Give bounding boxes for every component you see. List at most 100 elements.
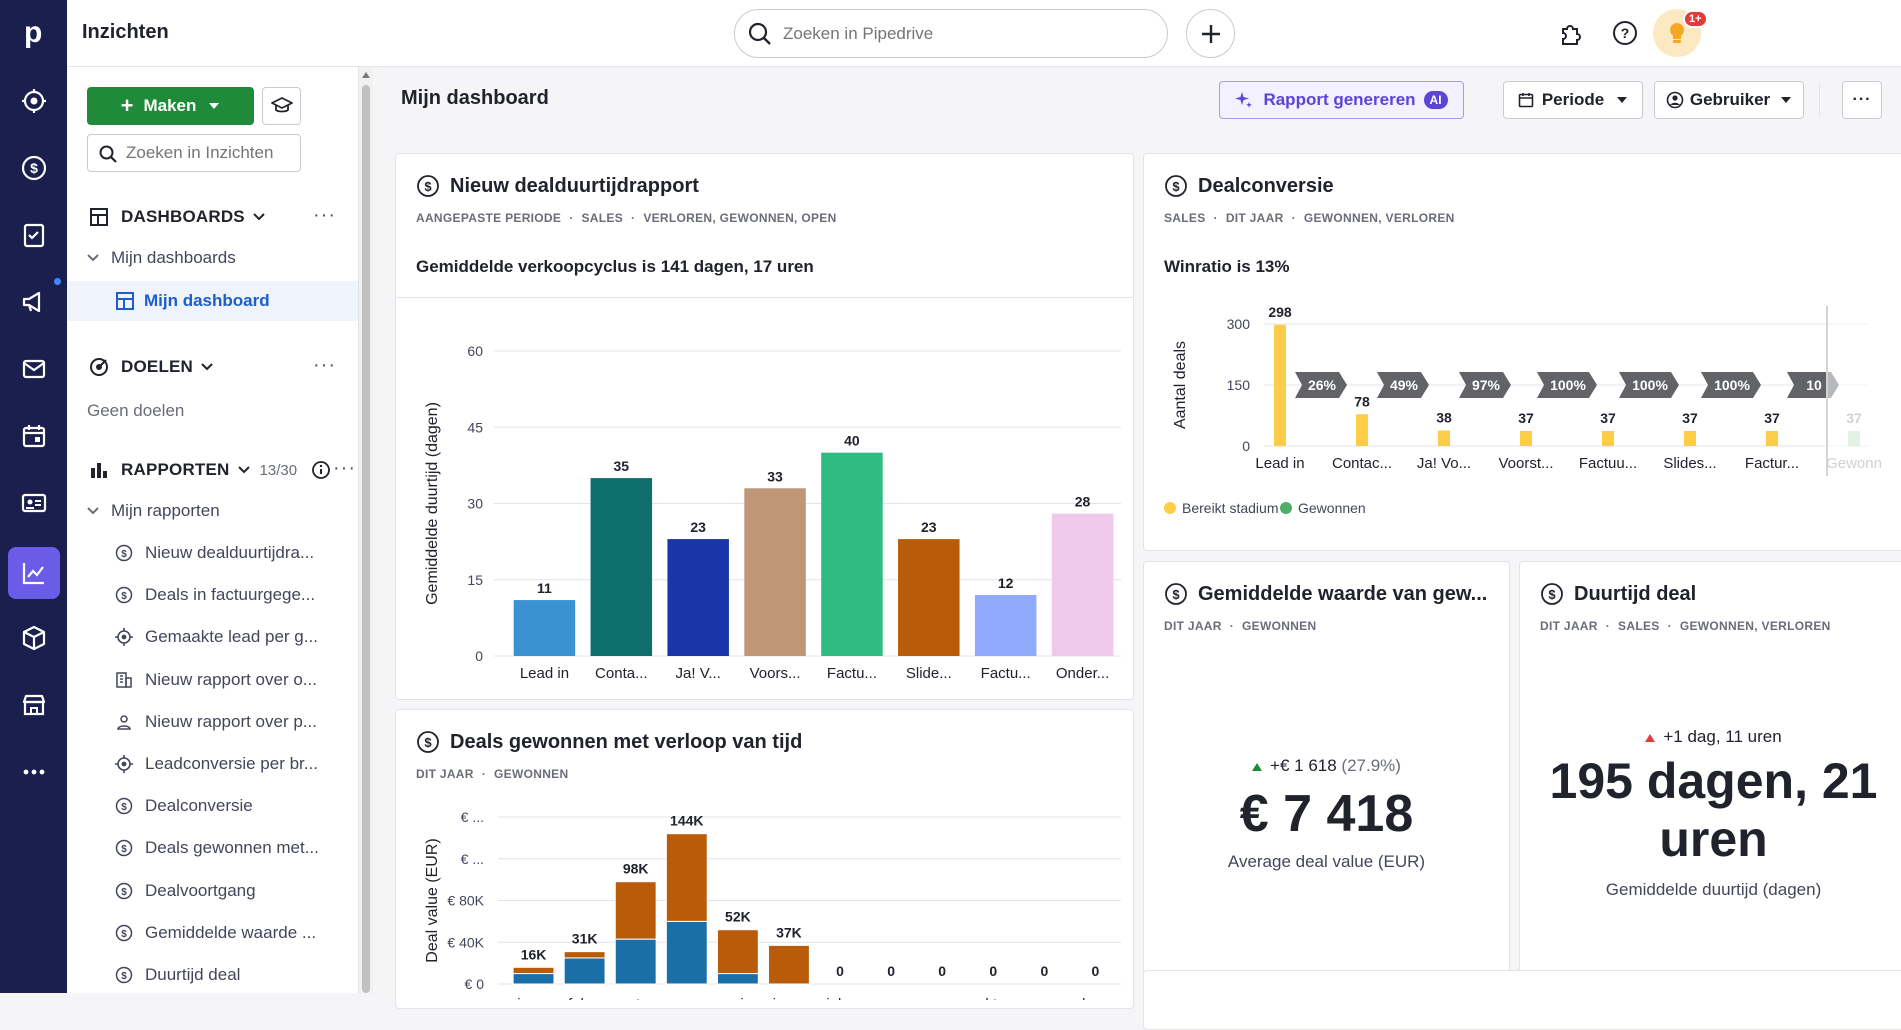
my-reports-group[interactable]: Mijn rapporten bbox=[87, 491, 342, 531]
bar-value-label: 37 bbox=[1518, 410, 1534, 426]
insights-icon[interactable] bbox=[8, 547, 60, 599]
y-tick-label: € 40K bbox=[447, 934, 484, 950]
sidebar-scrollbar[interactable] bbox=[359, 67, 373, 993]
svg-text:p: p bbox=[24, 16, 42, 48]
deals-icon[interactable]: $ bbox=[18, 152, 50, 184]
reports-section-header[interactable]: RAPPORTEN 13/30 bbox=[87, 450, 342, 490]
card-average-won-value[interactable]: $ Gemiddelde waarde van gew... DIT JAAR·… bbox=[1143, 561, 1510, 1026]
legend-label: Gewonnen bbox=[1298, 500, 1366, 516]
sidebar-report-label: Gemiddelde waarde ... bbox=[145, 923, 316, 943]
pipedrive-logo[interactable]: p bbox=[18, 16, 50, 48]
create-button[interactable]: + Maken bbox=[87, 87, 254, 125]
search-input[interactable] bbox=[783, 20, 1143, 48]
quick-add-button[interactable] bbox=[1186, 9, 1235, 58]
sidebar-report-item[interactable]: Nieuw rapport over p... bbox=[115, 704, 355, 740]
more-apps-icon[interactable] bbox=[18, 756, 50, 788]
mail-icon[interactable] bbox=[18, 353, 50, 385]
sidebar-report-item[interactable]: $Deals gewonnen met... bbox=[115, 830, 355, 866]
card-meta: SALES·DIT JAAR·GEWONNEN, VERLOREN bbox=[1164, 211, 1455, 225]
calendar-icon[interactable] bbox=[18, 420, 50, 452]
conversion-rate-label: 26% bbox=[1308, 377, 1337, 393]
card-next-report[interactable] bbox=[1143, 970, 1901, 1030]
sparkle-icon bbox=[1235, 91, 1253, 109]
trend-up-icon bbox=[1645, 734, 1655, 742]
conversion-rate-label: 97% bbox=[1472, 377, 1501, 393]
no-goals-text: Geen doelen bbox=[87, 401, 184, 421]
x-tick-label: okt... bbox=[977, 996, 1010, 1000]
card-deal-conversion[interactable]: $ Dealconversie SALES·DIT JAAR·GEWONNEN,… bbox=[1143, 153, 1901, 551]
y-tick-label: € ... bbox=[461, 809, 484, 825]
generate-report-button[interactable]: Rapport genereren AI bbox=[1219, 81, 1464, 119]
search-icon bbox=[98, 144, 118, 164]
marketplace-icon[interactable] bbox=[18, 689, 50, 721]
sidebar-report-item[interactable]: $ Gemiddelde waarde ... bbox=[115, 915, 355, 951]
sidebar-report-item[interactable]: $Duurtijd deal bbox=[115, 957, 355, 993]
card-title-row: $ Deals gewonnen met verloop van tijd bbox=[416, 730, 802, 754]
x-tick-label: mrt... bbox=[619, 996, 653, 1000]
svg-text:$: $ bbox=[121, 887, 127, 898]
insights-search-input[interactable] bbox=[126, 142, 296, 164]
scrollbar-thumb[interactable] bbox=[362, 85, 370, 993]
goals-section-header[interactable]: DOELEN bbox=[87, 347, 342, 387]
dashboards-more-icon[interactable]: ··· bbox=[313, 204, 336, 227]
sidebar-report-item[interactable]: Gemaakte lead per g... bbox=[115, 619, 355, 655]
dollar-icon: $ bbox=[1164, 582, 1188, 606]
sidebar-report-item[interactable]: Nieuw rapport over o... bbox=[115, 662, 355, 698]
goals-more-icon[interactable]: ··· bbox=[313, 354, 336, 377]
tasks-icon[interactable] bbox=[18, 219, 50, 251]
card-deal-duration[interactable]: $ Duurtijd deal DIT JAAR·SALES·GEWONNEN,… bbox=[1519, 561, 1901, 1026]
meta-status: GEWONNEN, VERLOREN bbox=[1304, 211, 1455, 225]
sidebar-report-item[interactable]: $Nieuw dealduurtijdra... bbox=[115, 535, 355, 571]
bar-total-label: 52K bbox=[725, 909, 751, 925]
generate-report-label: Rapport genereren bbox=[1263, 90, 1415, 110]
chevron-down-icon bbox=[201, 363, 213, 371]
card-title-row: $ Dealconversie bbox=[1164, 174, 1334, 198]
sidebar-report-item[interactable]: $Dealconversie bbox=[115, 788, 355, 824]
bar bbox=[744, 488, 806, 656]
x-tick-label: mei... bbox=[720, 996, 757, 1000]
info-icon[interactable] bbox=[311, 460, 331, 480]
card-summary: Winratio is 13% bbox=[1164, 257, 1290, 277]
card-title: Duurtijd deal bbox=[1574, 583, 1696, 606]
card-title-row: $ Duurtijd deal bbox=[1540, 582, 1696, 606]
goal-target-icon bbox=[87, 355, 111, 379]
conversion-rate-label: 49% bbox=[1390, 377, 1419, 393]
help-icon[interactable]: ? bbox=[1611, 19, 1639, 47]
card-deal-duration-report[interactable]: $ Nieuw dealduurtijdrapport AANGEPASTE P… bbox=[395, 153, 1134, 700]
user-filter-button[interactable]: Gebruiker bbox=[1654, 81, 1804, 119]
sidebar-report-item[interactable]: $Deals in factuurgege... bbox=[115, 577, 355, 613]
meta-status: GEWONNEN, VERLOREN bbox=[1680, 619, 1831, 633]
conversion-rate-label: 100% bbox=[1550, 377, 1586, 393]
insights-search[interactable] bbox=[87, 134, 301, 172]
dashboards-section-header[interactable]: DASHBOARDS bbox=[87, 197, 342, 237]
my-dashboards-group[interactable]: Mijn dashboards bbox=[87, 238, 342, 278]
sidebar-report-item[interactable]: $Dealvoortgang bbox=[115, 873, 355, 909]
sidebar-item-mijn-dashboard[interactable]: Mijn dashboard bbox=[67, 281, 359, 321]
create-label: Maken bbox=[143, 96, 196, 116]
sidebar-report-item[interactable]: Leadconversie per br... bbox=[115, 746, 355, 782]
leads-icon[interactable] bbox=[18, 85, 50, 117]
learn-button[interactable] bbox=[262, 87, 301, 125]
tips-button[interactable]: 1+ bbox=[1653, 9, 1701, 57]
global-search[interactable] bbox=[734, 9, 1168, 58]
products-icon[interactable] bbox=[18, 622, 50, 654]
trend-up-icon bbox=[1252, 763, 1262, 771]
card-deals-won-over-time[interactable]: $ Deals gewonnen met verloop van tijd DI… bbox=[395, 709, 1134, 1009]
campaigns-icon[interactable] bbox=[18, 286, 50, 318]
scroll-up-arrow-icon[interactable] bbox=[362, 72, 370, 78]
top-bar: Inzichten ? 1+ bbox=[67, 0, 1901, 67]
stacked-bar-segment bbox=[717, 930, 758, 974]
x-tick-label: Ja! V... bbox=[676, 665, 721, 682]
svg-text:$: $ bbox=[121, 929, 127, 940]
value-caption: Gemiddelde duurtijd (dagen) bbox=[1520, 880, 1901, 900]
dashboard-more-button[interactable]: ··· bbox=[1842, 81, 1882, 119]
contacts-icon[interactable] bbox=[18, 487, 50, 519]
bar bbox=[667, 539, 729, 656]
period-filter-button[interactable]: Periode bbox=[1503, 81, 1643, 119]
extensions-icon[interactable] bbox=[1557, 19, 1585, 47]
chevron-down-icon bbox=[238, 466, 250, 474]
bar-total-label: 16K bbox=[521, 946, 547, 962]
meta-pipeline: SALES bbox=[1164, 211, 1206, 225]
delta-row: +1 dag, 11 uren bbox=[1520, 727, 1901, 747]
reports-more-icon[interactable]: ··· bbox=[333, 457, 356, 480]
